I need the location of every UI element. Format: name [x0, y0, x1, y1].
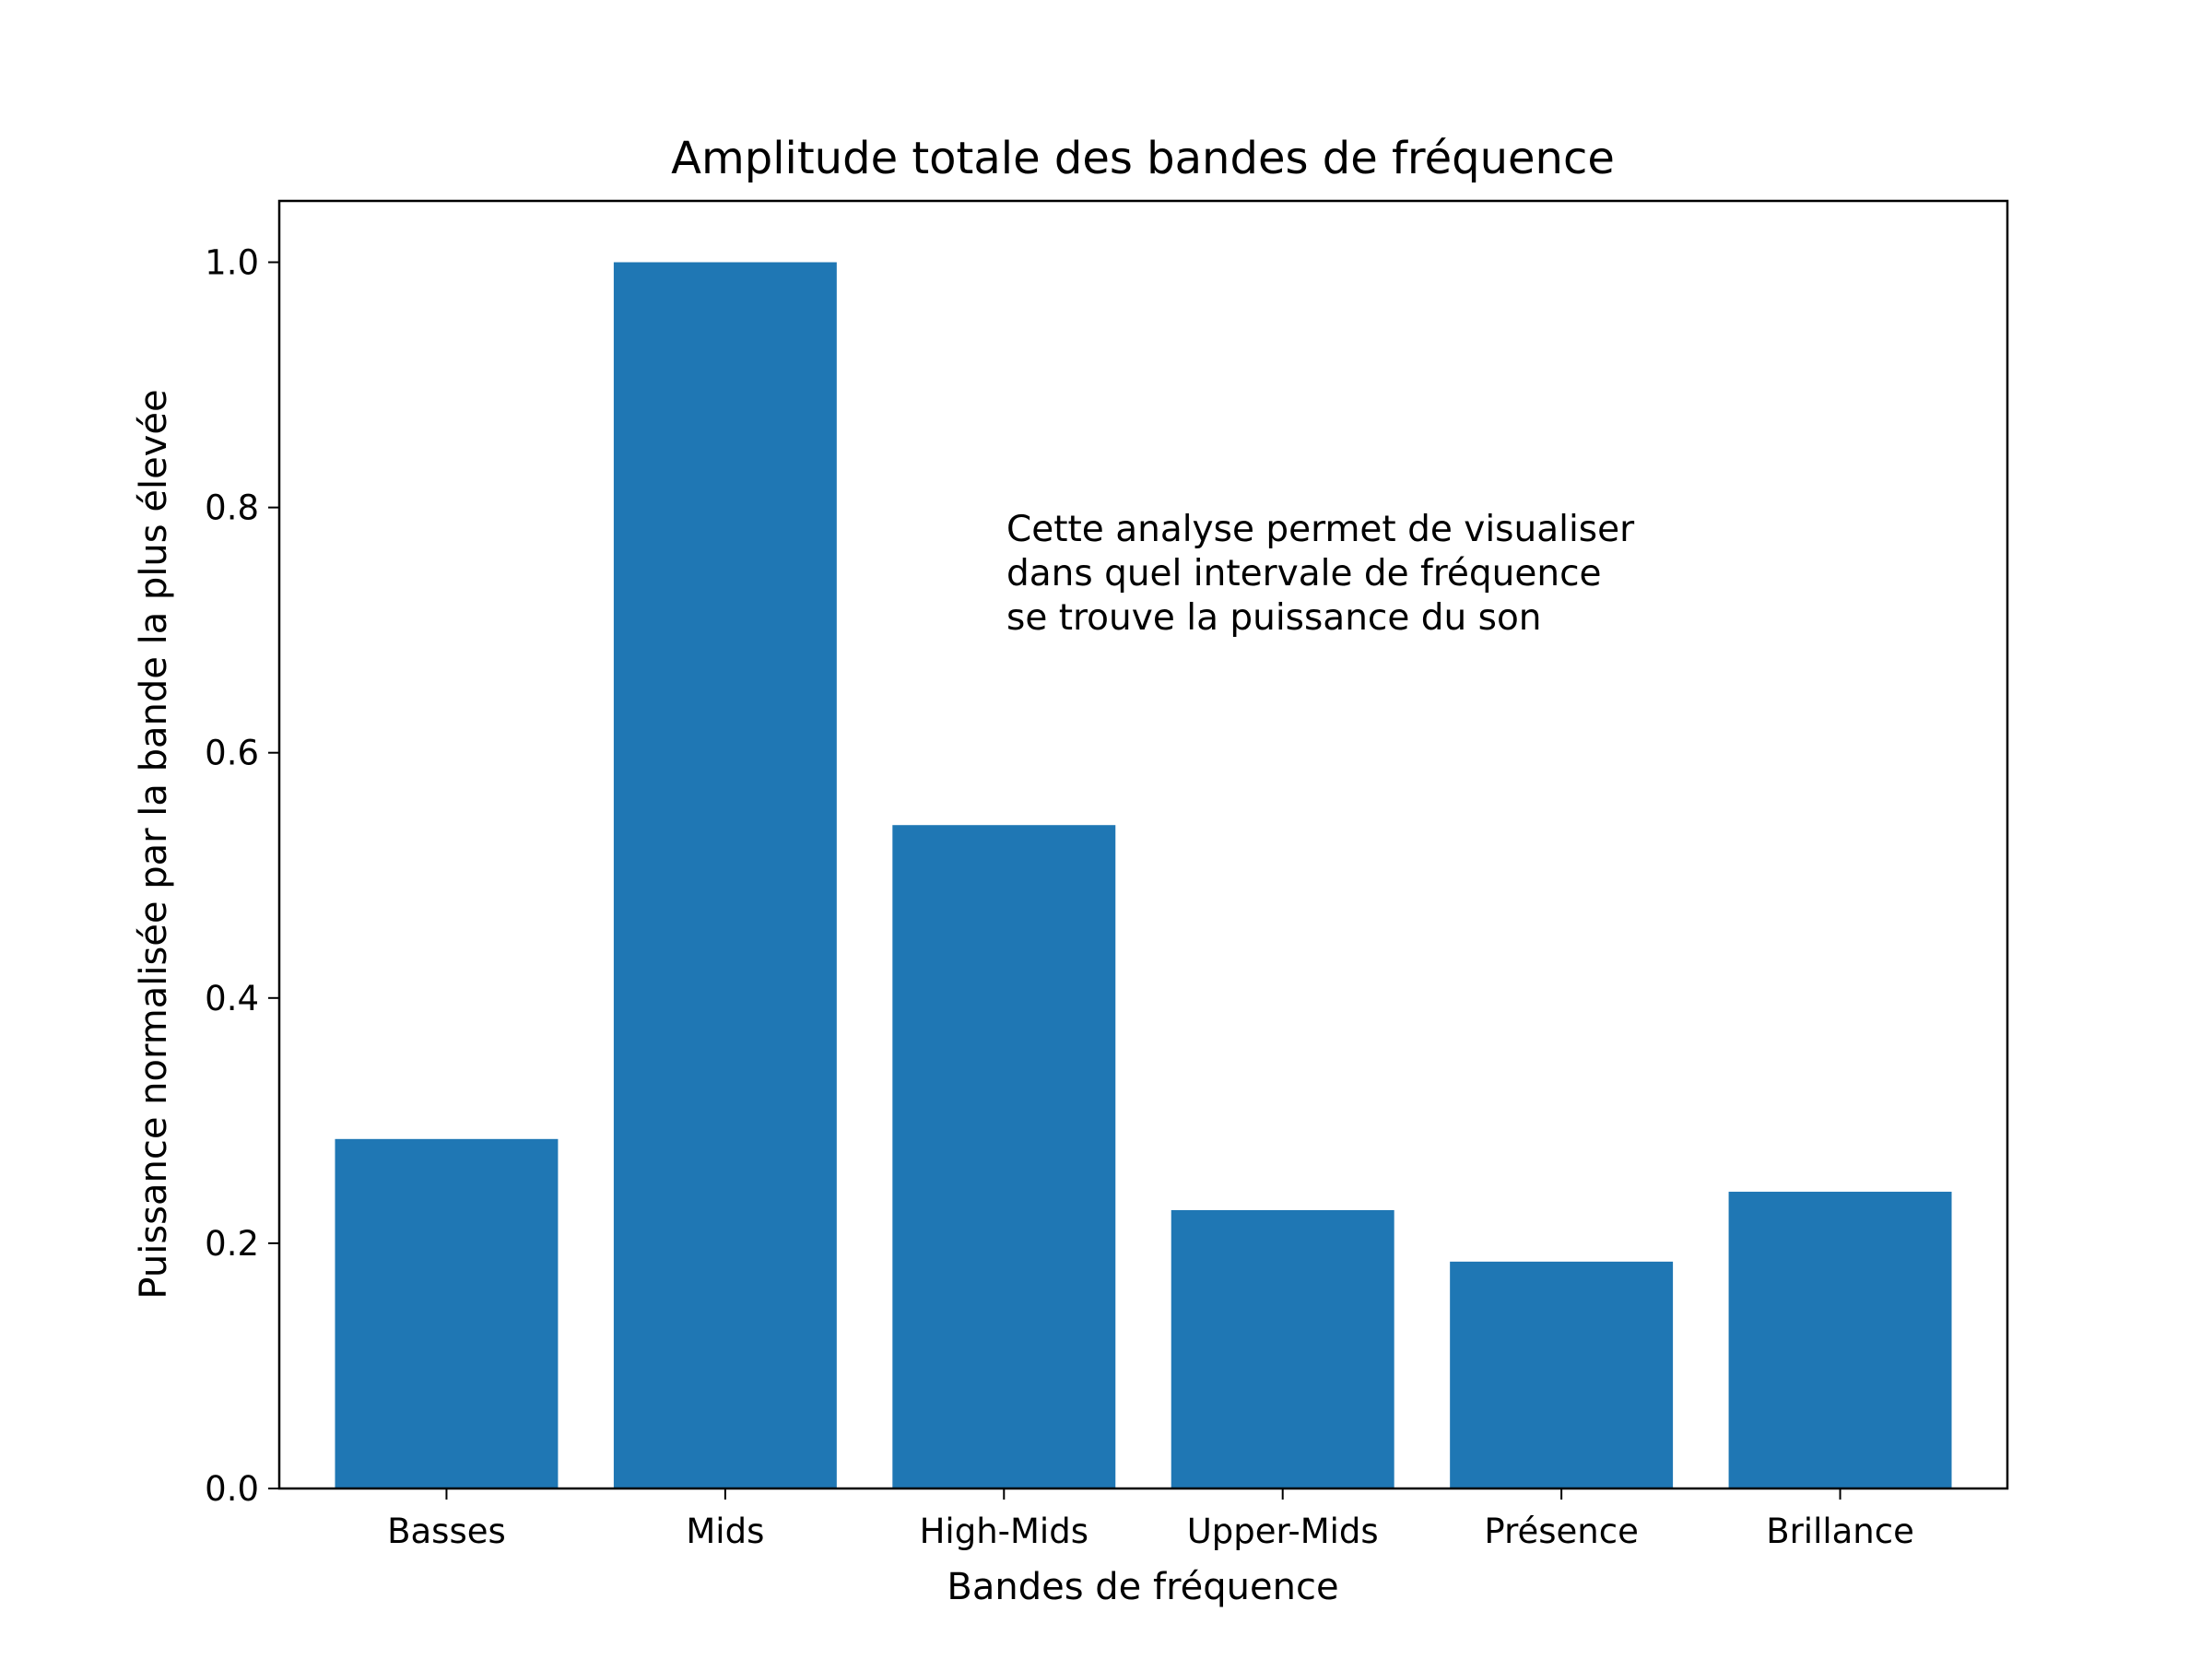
bar	[613, 262, 837, 1488]
annotation-line: Cette analyse permet de visualiser	[1006, 509, 1635, 550]
x-axis: Basses Mids High-Mids Upper-Mids Présence Bri…	[387, 1488, 1914, 1551]
x-tick-label: Basses	[387, 1512, 506, 1551]
y-tick-label: 1.0	[205, 243, 259, 283]
y-tick-label: 0.4	[205, 979, 259, 1018]
bar	[892, 825, 1116, 1488]
y-tick-label: 0.0	[205, 1469, 259, 1509]
y-axis-label: Puissance normalisée par la bande la plu…	[133, 389, 175, 1299]
bars-group	[335, 262, 1952, 1488]
x-tick-label: Présence	[1484, 1512, 1638, 1551]
bar	[1450, 1261, 1674, 1488]
annotation-line: se trouve la puissance du son	[1006, 597, 1542, 639]
y-axis: 0.0 0.2 0.4 0.6 0.8 1.0	[205, 243, 279, 1509]
x-tick-label: Upper-Mids	[1187, 1512, 1379, 1551]
x-tick-label: Mids	[686, 1512, 764, 1551]
annotation-line: dans quel intervale de fréquence	[1006, 553, 1602, 594]
plot-frame	[277, 199, 2009, 1490]
bar	[335, 1138, 559, 1488]
x-axis-label: Bandes de fréquence	[947, 1566, 1338, 1608]
chart-title: Amplitude totale des bandes de fréquence	[671, 133, 1615, 184]
y-tick-label: 0.2	[205, 1224, 259, 1264]
bar	[1171, 1209, 1394, 1488]
y-tick-label: 0.6	[205, 734, 259, 773]
bar	[1728, 1192, 1952, 1488]
x-tick-label: Brillance	[1766, 1512, 1914, 1551]
annotation-text: Cette analyse permet de visualiser dans …	[1006, 509, 1646, 639]
y-tick-label: 0.8	[205, 488, 259, 528]
x-tick-label: High-Mids	[920, 1512, 1088, 1551]
